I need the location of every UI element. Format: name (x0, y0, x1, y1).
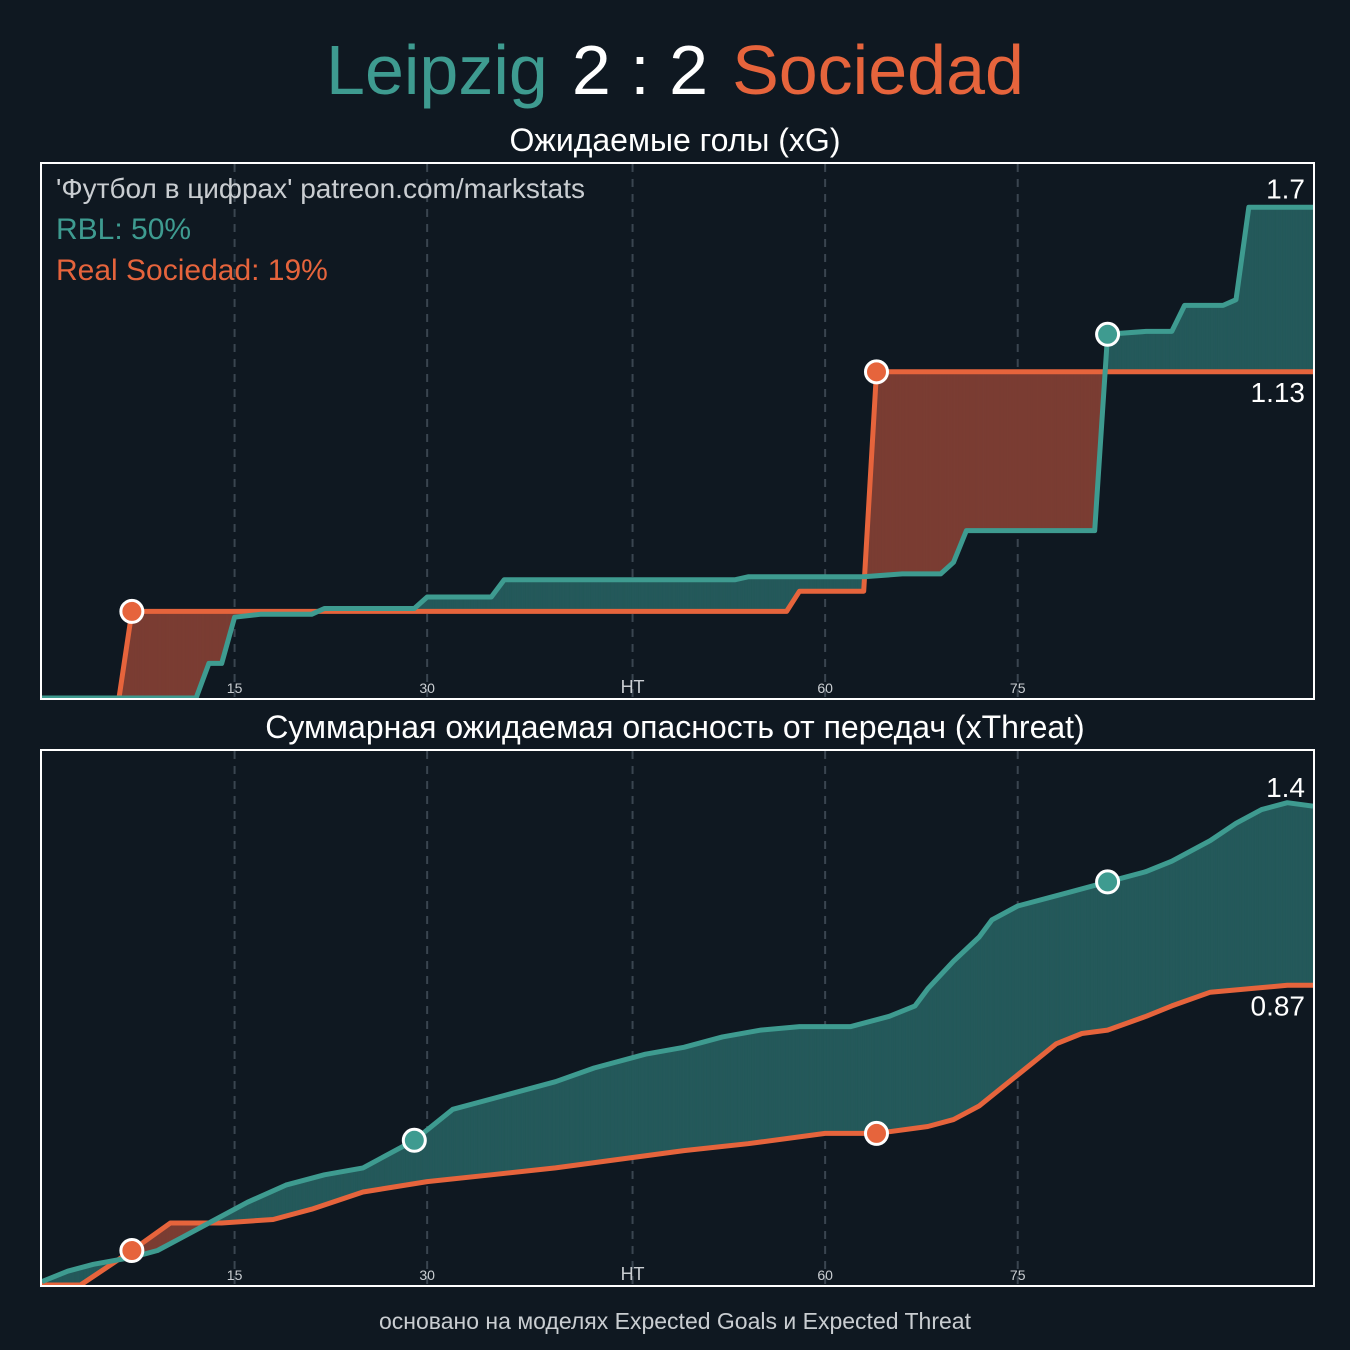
footer-note: основано на моделях Expected Goals и Exp… (379, 1308, 971, 1334)
xg-chart-title: Ожидаемые голы (xG) (509, 122, 841, 158)
xthreat-chart-svg: 15 30 HT 60 75 1.4 0.87 (42, 751, 1313, 1285)
away-team-name: Sociedad (732, 31, 1024, 109)
xg-chart-svg: 15 30 HT 60 75 1.7 1.13 (42, 164, 1313, 698)
x-tick-label: HT (621, 677, 645, 697)
away-end-value: 1.13 (1251, 377, 1306, 408)
legend-home-win-probability: RBL: 50% (56, 213, 192, 246)
home-goal-marker (1095, 321, 1121, 347)
x-tick-label: 30 (419, 1267, 435, 1283)
x-tick-label: 60 (817, 1267, 833, 1283)
area-between-series (1311, 805, 1313, 986)
away-series-line (42, 982, 1313, 1285)
xg-chart: 15 30 HT 60 75 1.7 1.13 'Футбол в цифрах' patr… (40, 162, 1315, 700)
home-end-value: 1.4 (1266, 772, 1305, 803)
x-tick-label: 75 (1010, 680, 1026, 696)
home-series-line (42, 800, 1313, 1284)
away-series-line (42, 369, 1313, 698)
match-score: 2 : 2 (571, 31, 709, 109)
home-team-name: Leipzig (326, 31, 548, 109)
home-end-value: 1.7 (1266, 173, 1305, 204)
away-end-value: 0.87 (1251, 990, 1306, 1021)
x-tick-label: HT (621, 1264, 645, 1284)
x-tick-label: 30 (419, 680, 435, 696)
match-title: Leipzig 2 : 2 Sociedad (0, 28, 1350, 112)
away-goal-marker (863, 359, 889, 385)
away-goal-marker (119, 1238, 145, 1264)
x-tick-label: 15 (227, 1267, 243, 1283)
away-goal-marker (119, 598, 145, 624)
x-tick-label: 75 (1010, 1267, 1026, 1283)
area-between-series (1311, 206, 1313, 373)
watermark: 'Футбол в цифрах' patreon.com/markstats (56, 173, 585, 204)
away-goal-marker (863, 1120, 889, 1146)
x-tick-label: 15 (227, 680, 243, 696)
home-goal-marker (1095, 869, 1121, 895)
xthreat-chart: 15 30 HT 60 75 1.4 0.87 (40, 749, 1315, 1287)
xthreat-chart-title: Суммарная ожидаемая опасность от передач… (265, 709, 1085, 745)
x-tick-label: 60 (817, 680, 833, 696)
legend-away-win-probability: Real Sociedad: 19% (56, 254, 328, 287)
home-series-line (42, 204, 1313, 698)
home-goal-marker (401, 1127, 427, 1153)
